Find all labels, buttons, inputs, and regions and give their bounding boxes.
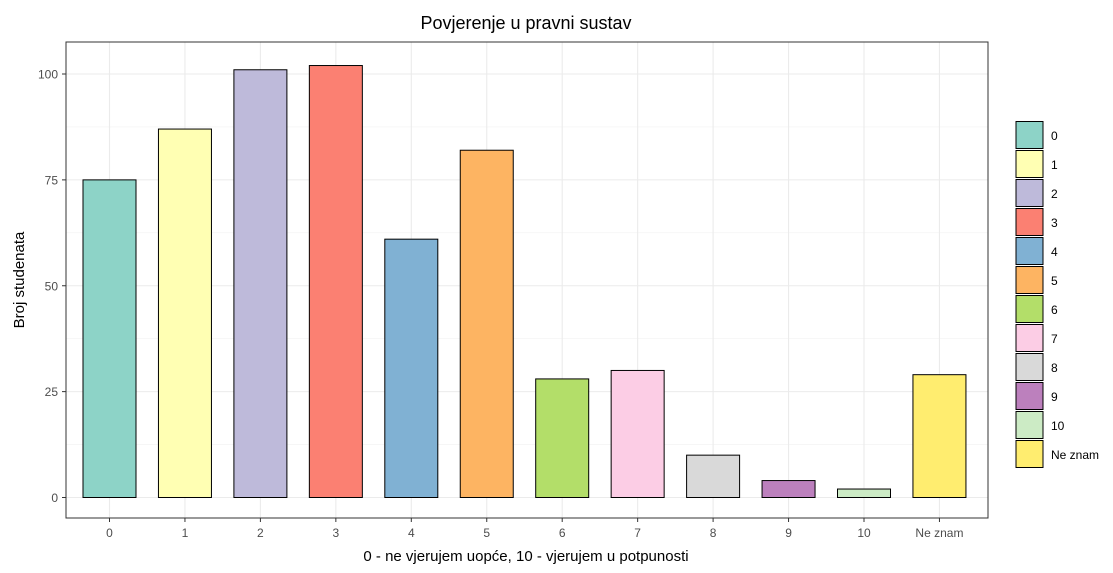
legend-label: 5 (1051, 274, 1058, 288)
x-tick-label: 4 (408, 526, 415, 540)
x-tick-label: 8 (710, 526, 717, 540)
bar-0 (82, 179, 137, 498)
legend-label: 2 (1051, 187, 1058, 201)
legend-key (1015, 179, 1044, 207)
x-axis-label: 0 - ne vjerujem uopće, 10 - vjerujem u p… (363, 548, 688, 565)
y-tick-label: 25 (45, 385, 59, 399)
legend-label: 1 (1051, 158, 1058, 172)
chart-title: Povjerenje u pravni sustav (420, 13, 631, 33)
legend-label: Ne znam (1051, 448, 1099, 462)
x-tick-label: 10 (857, 526, 871, 540)
x-tick-label: 3 (333, 526, 340, 540)
x-tick-label: 0 (106, 526, 113, 540)
bar-6 (535, 378, 590, 499)
plot-panel (66, 42, 988, 518)
legend-label: 3 (1051, 216, 1058, 230)
bar-2 (233, 69, 288, 498)
bar-4 (384, 238, 439, 498)
y-tick-label: 100 (38, 68, 58, 82)
bar-5 (459, 149, 514, 498)
legend-key (1015, 382, 1044, 410)
legend-label: 6 (1051, 303, 1058, 317)
x-axis: 0 1 2 3 4 5 6 7 8 9 10 Ne znam (106, 518, 963, 540)
x-tick-label: 6 (559, 526, 566, 540)
x-tick-label: 5 (483, 526, 490, 540)
x-tick-label: 2 (257, 526, 264, 540)
legend-key (1015, 237, 1044, 265)
y-tick-label: 50 (45, 279, 59, 293)
legend-label: 9 (1051, 390, 1058, 404)
legend-key (1015, 121, 1044, 149)
y-axis: 0 25 50 75 100 (38, 68, 66, 505)
legend-key (1015, 150, 1044, 178)
bar-8 (686, 454, 741, 498)
bar-1 (157, 128, 212, 498)
bars (82, 65, 967, 499)
legend-key (1015, 411, 1044, 439)
legend-key (1015, 324, 1044, 352)
x-tick-label: 9 (785, 526, 792, 540)
y-tick-label: 75 (45, 173, 59, 187)
bar-10 (837, 488, 891, 498)
x-tick-label: 7 (634, 526, 641, 540)
y-tick-label: 0 (51, 491, 58, 505)
x-tick-label: Ne znam (915, 526, 963, 540)
bar-9 (761, 480, 816, 498)
legend-label: 7 (1051, 332, 1058, 346)
legend-label: 8 (1051, 361, 1058, 375)
legend-key (1015, 295, 1044, 323)
legend-label: 4 (1051, 245, 1058, 259)
plot-border (65, 41, 989, 519)
bar-7 (610, 369, 665, 499)
bar-3 (308, 65, 363, 498)
legend-label: 0 (1051, 129, 1058, 143)
legend-key (1015, 208, 1044, 236)
bar-ne-znam (912, 374, 967, 498)
x-tick-label: 1 (182, 526, 189, 540)
legend-key (1015, 440, 1044, 468)
y-axis-label: Broj studenata (11, 231, 28, 328)
legend: 0 1 2 3 4 5 6 7 8 9 10 Ne znam (1015, 121, 1099, 468)
legend-key (1015, 353, 1044, 381)
legend-label: 10 (1051, 419, 1065, 433)
legend-key (1015, 266, 1044, 294)
